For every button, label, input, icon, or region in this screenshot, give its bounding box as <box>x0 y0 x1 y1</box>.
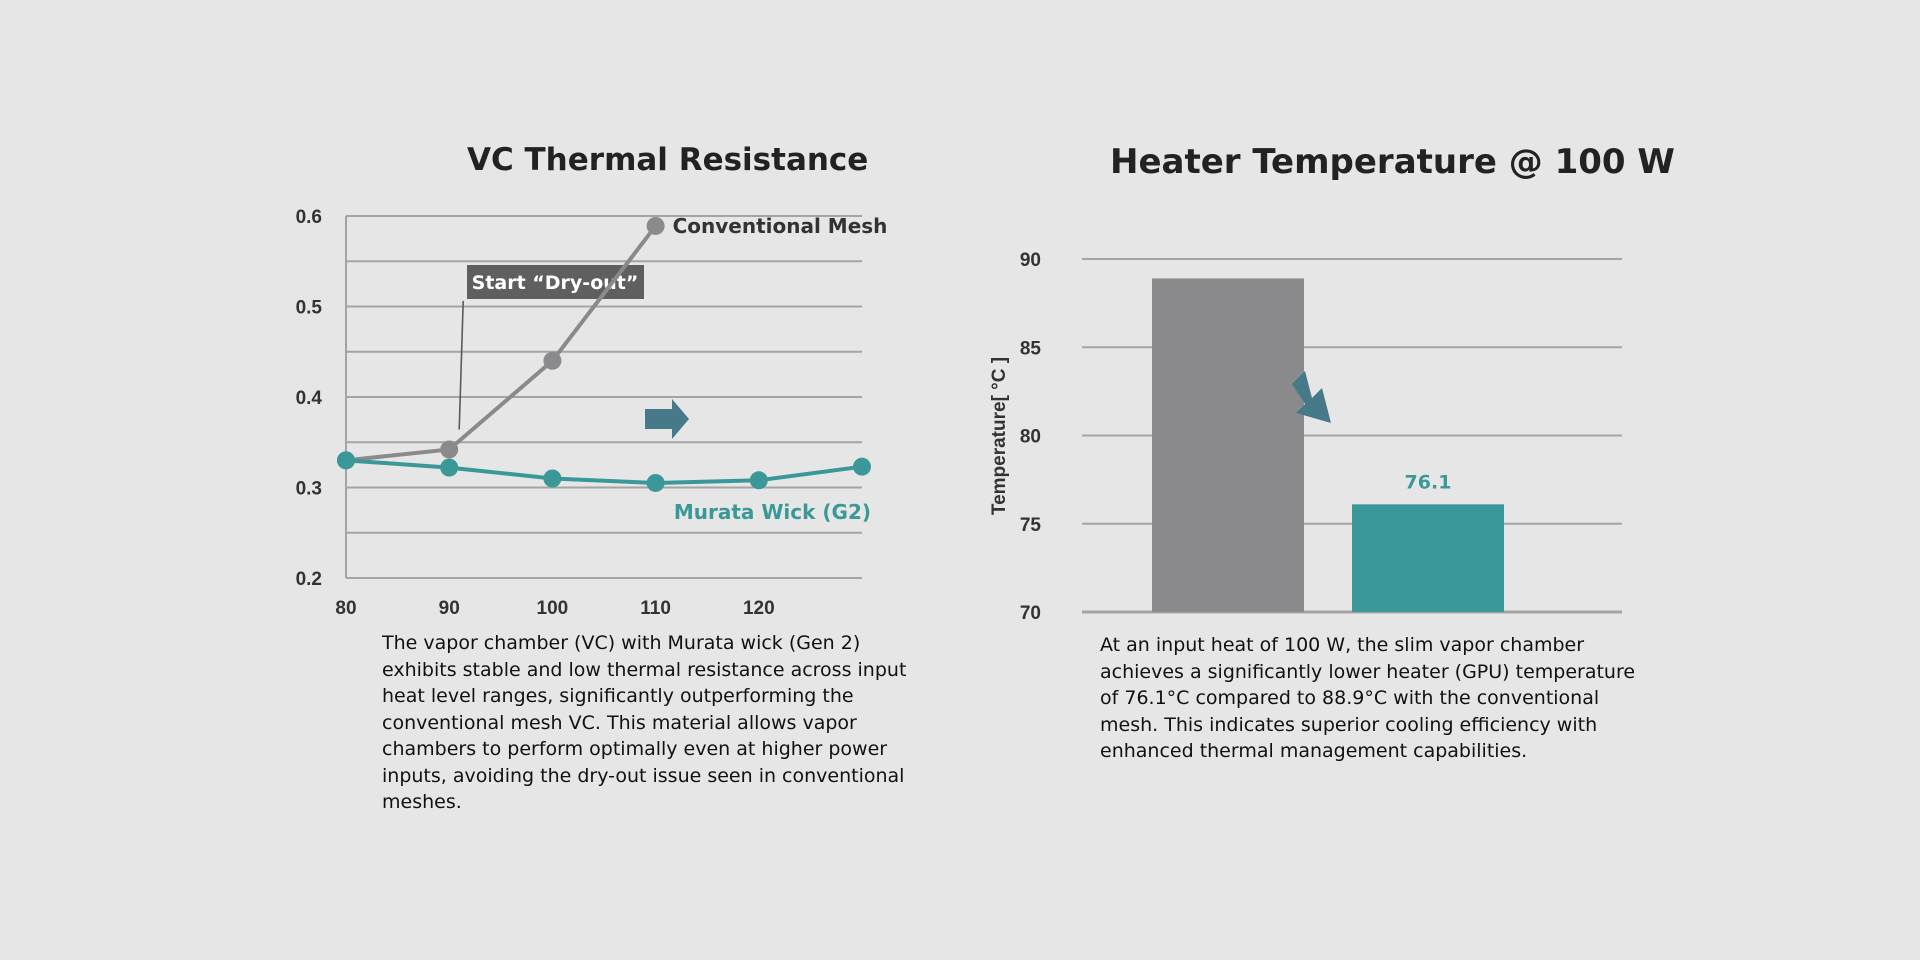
data-point-murata-wick <box>543 469 562 488</box>
data-point-conventional-mesh <box>543 351 562 370</box>
data-point-murata-wick <box>440 458 459 477</box>
data-point-murata-wick <box>853 457 871 476</box>
bar-murata-wick <box>1352 504 1504 612</box>
series-label-conventional-mesh: Conventional Mesh <box>673 214 888 238</box>
data-point-murata-wick <box>646 473 665 492</box>
bar-data-label: 76.1 <box>1405 471 1452 493</box>
data-point-conventional-mesh <box>440 440 459 459</box>
thermal-resistance-chart: 0.2 0.3 0.4 0.5 0.6 80 90 100 110 120 Start “Dry-o… <box>296 207 888 619</box>
thermal-resistance-panel: VC Thermal Resistance 0.2 0.3 0.4 0.5 0.6 80 9… <box>296 142 907 813</box>
data-point-conventional-mesh <box>646 216 665 235</box>
thermal-resistance-title: VC Thermal Resistance <box>467 142 869 178</box>
data-point-murata-wick <box>337 451 355 470</box>
y-tick-label: 75 <box>1020 515 1042 536</box>
down-right-arrow-icon <box>1292 371 1331 423</box>
y-tick-label: 85 <box>1020 338 1042 359</box>
callout-pointer <box>458 300 464 430</box>
series-line-murata-wick <box>345 458 863 485</box>
x-tick-label: 90 <box>439 598 460 619</box>
data-point-murata-wick <box>749 471 768 490</box>
heater-temperature-title: Heater Temperature @ 100 W <box>1110 142 1675 182</box>
y-tick-label: 0.5 <box>296 298 323 319</box>
x-tick-label: 110 <box>640 598 671 619</box>
y-tick-label: 80 <box>1020 427 1041 448</box>
right-arrow-icon <box>645 399 689 439</box>
thermal-resistance-caption: The vapor chamber (VC) with Murata wick … <box>382 632 907 813</box>
heater-temperature-caption: At an input heat of 100 W, the slim vapo… <box>1100 634 1636 762</box>
bar-conventional-mesh <box>1152 278 1304 612</box>
callout-label: Start “Dry-out” <box>472 272 639 294</box>
heater-temperature-chart: 70 75 80 85 90 Temperature[ °C ] 76.1 <box>989 250 1622 624</box>
x-tick-label: 80 <box>335 598 356 619</box>
y-axis-label: Temperature[ °C ] <box>989 357 1010 515</box>
series-label-murata-wick: Murata Wick (G2) <box>674 500 871 524</box>
x-tick-label: 100 <box>537 598 569 619</box>
y-tick-label: 0.6 <box>296 207 322 228</box>
y-tick-label: 0.4 <box>296 388 323 409</box>
y-tick-label: 70 <box>1020 603 1041 624</box>
y-tick-label: 90 <box>1020 250 1041 271</box>
x-tick-label: 120 <box>743 598 775 619</box>
y-tick-label: 0.2 <box>296 569 322 590</box>
heater-temperature-panel: Heater Temperature @ 100 W 70 75 80 85 90 Tem… <box>960 0 1920 960</box>
series-line-conventional-mesh <box>345 224 658 463</box>
y-tick-label: 0.3 <box>296 479 322 500</box>
